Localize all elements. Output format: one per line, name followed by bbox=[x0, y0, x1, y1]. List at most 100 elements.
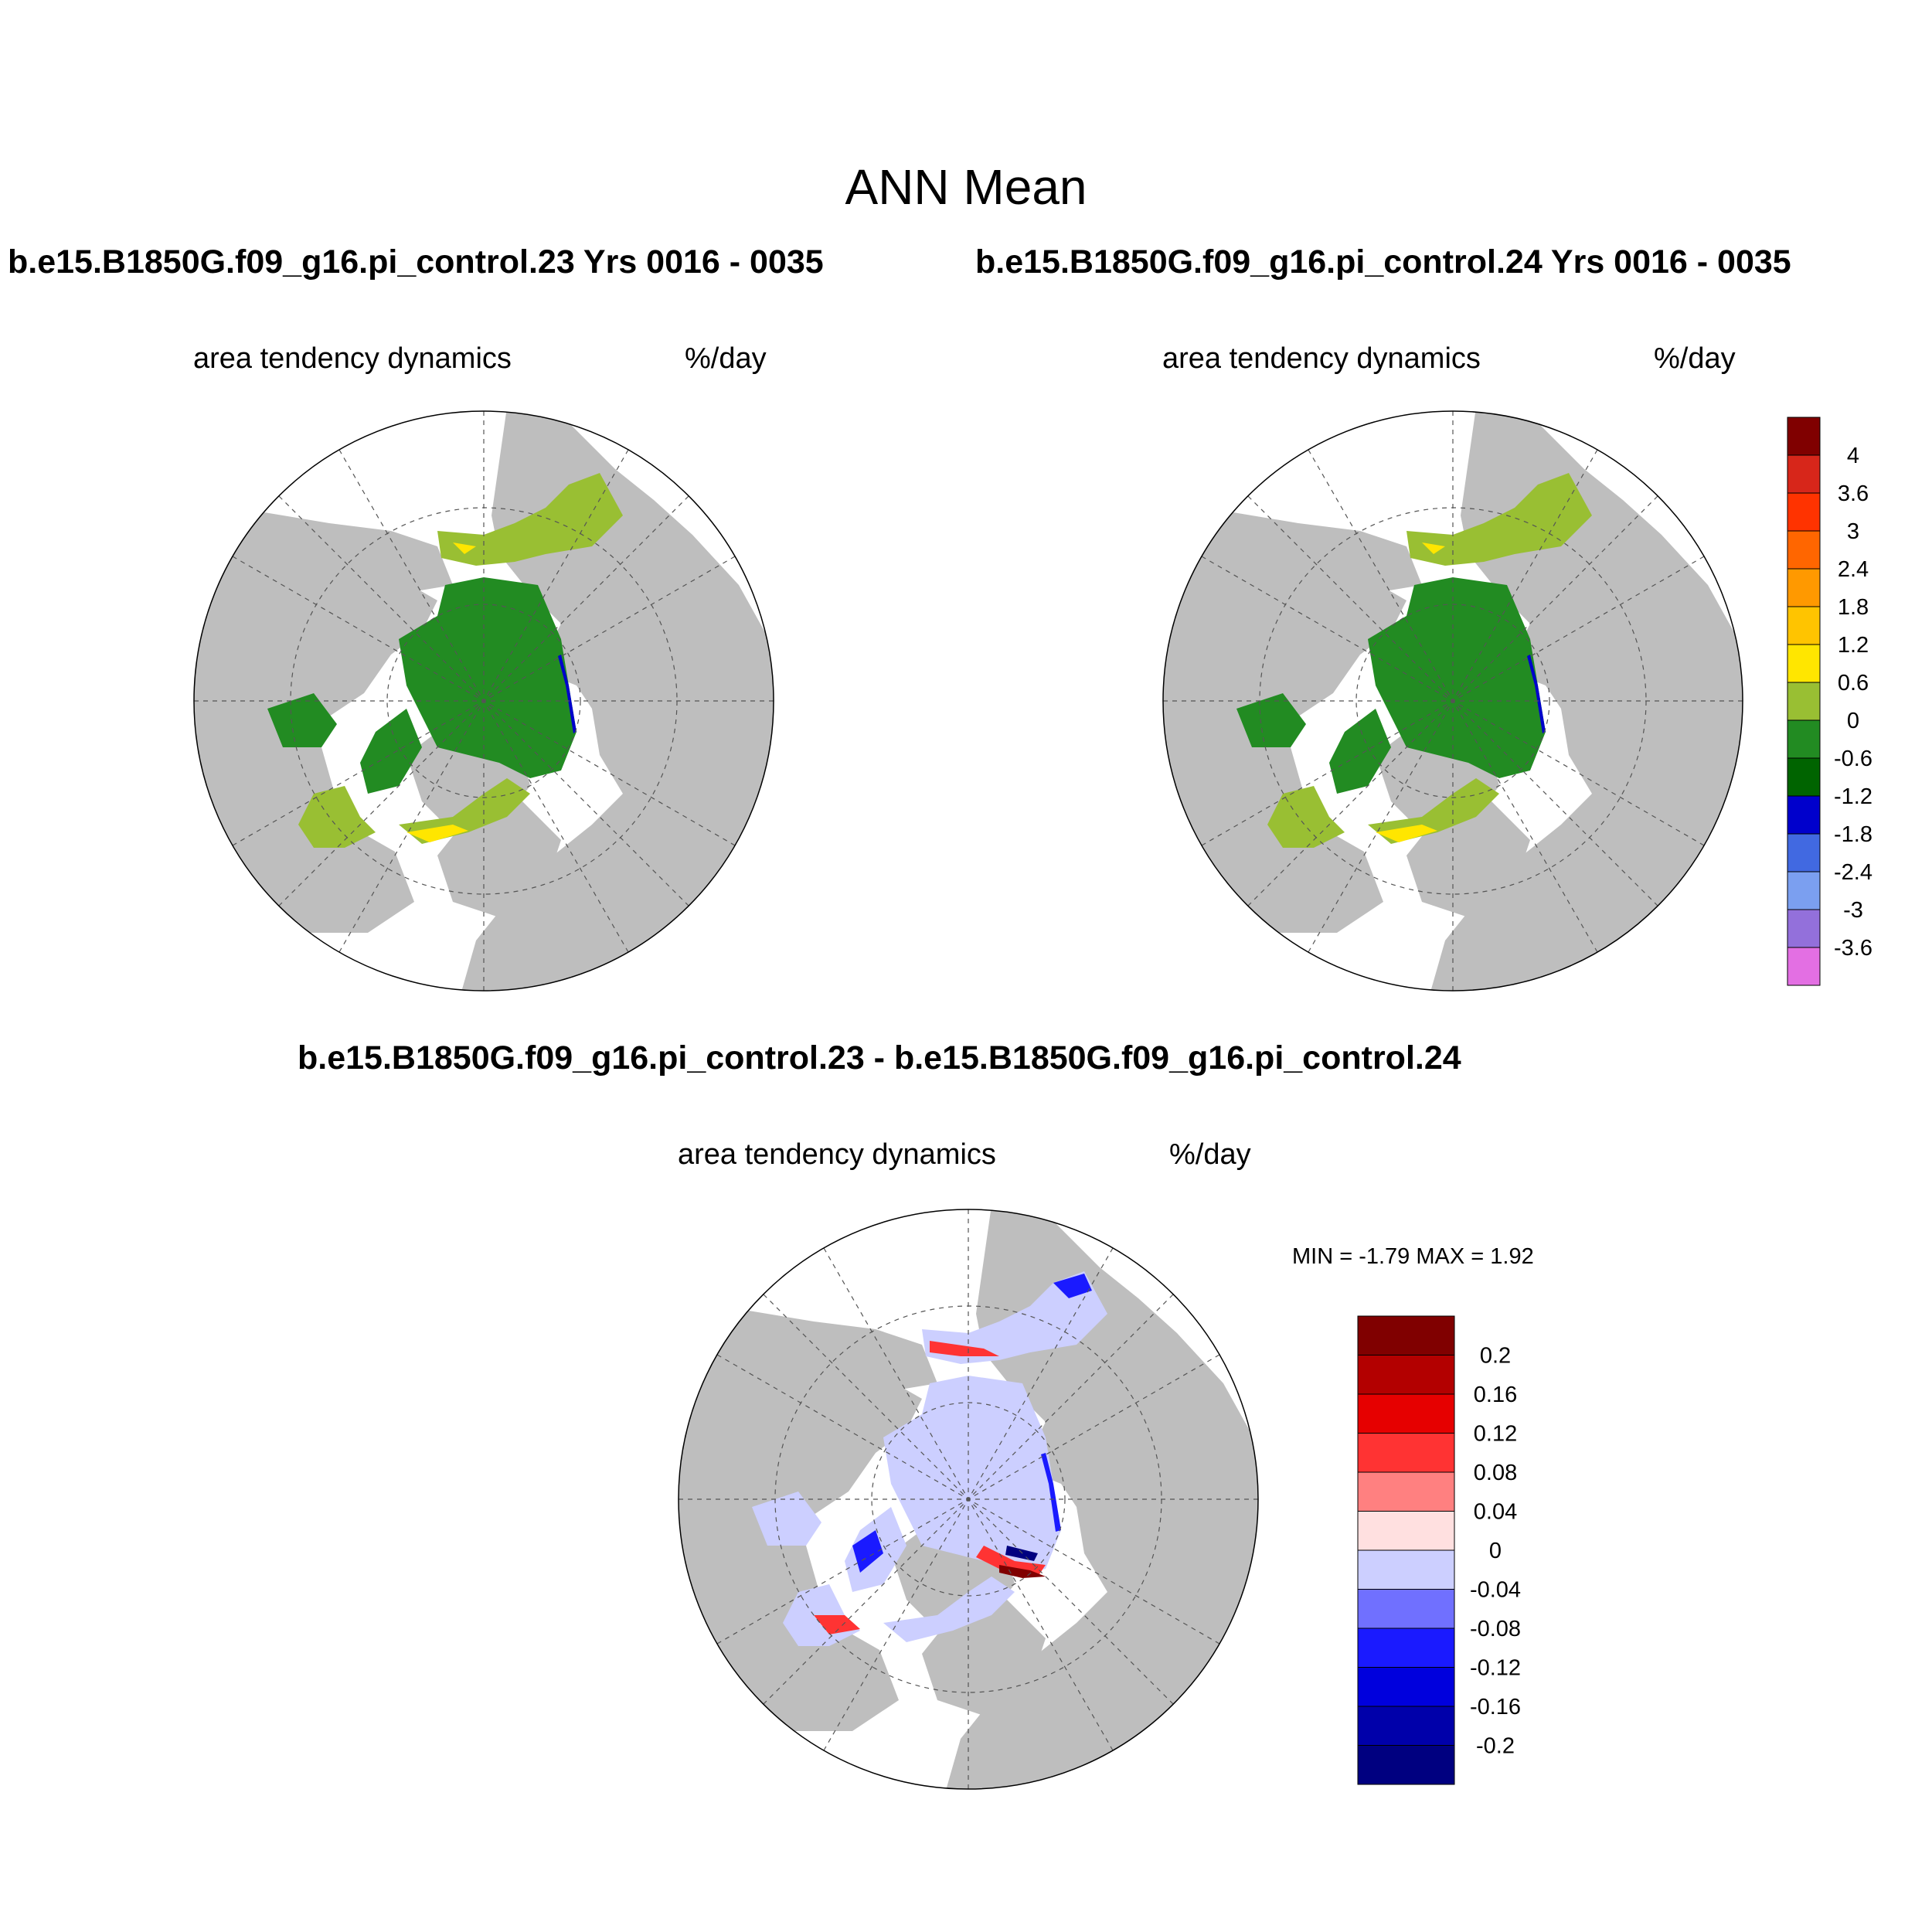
sea-ice-arctic-basin bbox=[399, 577, 577, 778]
land-alaska bbox=[194, 500, 453, 593]
colorbar-absolute-tick-label: 2.4 bbox=[1838, 557, 1869, 582]
panel-2-variable-label: area tendency dynamics bbox=[1162, 342, 1481, 375]
panel-3-variable-label: area tendency dynamics bbox=[678, 1138, 996, 1171]
diff-hudson bbox=[752, 1492, 821, 1546]
colorbar-difference-box-11 bbox=[1357, 1745, 1455, 1785]
colorbar-absolute-tick-label: 0 bbox=[1847, 709, 1859, 733]
colorbar-difference-box-9 bbox=[1357, 1667, 1455, 1707]
colorbar-absolute-box-3 bbox=[1787, 530, 1821, 570]
land-alaska bbox=[679, 1298, 937, 1391]
colorbar-difference-tick-label: 0.2 bbox=[1480, 1344, 1511, 1369]
sea-ice-high-band bbox=[406, 825, 468, 842]
sea-ice-baffin bbox=[1329, 709, 1391, 794]
panel-1-variable-label: area tendency dynamics bbox=[193, 342, 512, 375]
colorbar-absolute-box-0 bbox=[1787, 417, 1821, 456]
colorbar-difference-tick-label: -0.2 bbox=[1476, 1734, 1515, 1759]
ice-edge-negative bbox=[558, 655, 577, 733]
colorbar-difference-box-1 bbox=[1357, 1355, 1455, 1395]
colorbar-difference-box-2 bbox=[1357, 1393, 1455, 1434]
colorbar-absolute-box-6 bbox=[1787, 644, 1821, 683]
colorbar-absolute-box-1 bbox=[1787, 454, 1821, 494]
diff-arctic-basin bbox=[883, 1376, 1061, 1577]
sea-ice-hudson bbox=[1236, 693, 1306, 747]
diff-max-barents bbox=[999, 1565, 1046, 1578]
colorbar-absolute-box-10 bbox=[1787, 795, 1821, 835]
sea-ice-high-band-north bbox=[1422, 543, 1445, 554]
panel-1-map bbox=[193, 410, 774, 992]
sea-ice-labrador bbox=[1267, 786, 1345, 848]
colorbar-absolute-tick-label: 0.6 bbox=[1838, 671, 1869, 696]
main-title: ANN Mean bbox=[845, 159, 1087, 215]
colorbar-absolute-tick-label: -1.2 bbox=[1834, 784, 1872, 809]
map-border bbox=[1162, 410, 1743, 992]
colorbar-difference-box-4 bbox=[1357, 1471, 1455, 1512]
diff-negative-arctic-edge bbox=[1041, 1453, 1061, 1532]
colorbar-absolute-box-8 bbox=[1787, 719, 1821, 759]
sea-ice-greenland-sea bbox=[1368, 778, 1499, 844]
colorbar-absolute-box-9 bbox=[1787, 757, 1821, 797]
colorbar-absolute-box-4 bbox=[1787, 568, 1821, 607]
colorbar-absolute-box-12 bbox=[1787, 871, 1821, 910]
colorbar-difference-tick-label: -0.16 bbox=[1470, 1695, 1521, 1719]
colorbar-absolute-tick-label: -1.8 bbox=[1834, 822, 1872, 847]
colorbar-difference-tick-label: 0.12 bbox=[1474, 1422, 1517, 1447]
colorbar-absolute-tick-label: 3.6 bbox=[1838, 481, 1869, 506]
sea-ice-arctic-basin bbox=[1368, 577, 1546, 778]
graticule bbox=[194, 411, 774, 991]
colorbar-absolute-box-2 bbox=[1787, 492, 1821, 532]
colorbar-absolute-tick-label: 1.8 bbox=[1838, 595, 1869, 620]
diff-negative-baffin bbox=[852, 1530, 883, 1573]
sea-ice-baffin bbox=[360, 709, 422, 794]
panel-2-units-label: %/day bbox=[1654, 342, 1736, 375]
colorbar-difference-box-7 bbox=[1357, 1589, 1455, 1629]
colorbar-absolute-box-13 bbox=[1787, 909, 1821, 948]
map-border bbox=[193, 410, 774, 992]
colorbar-absolute-box-5 bbox=[1787, 606, 1821, 645]
sea-ice-hudson bbox=[267, 693, 337, 747]
graticule bbox=[679, 1209, 1258, 1789]
colorbar-difference-box-10 bbox=[1357, 1706, 1455, 1746]
colorbar-difference-box-6 bbox=[1357, 1549, 1455, 1590]
panel-3-map bbox=[678, 1209, 1259, 1790]
colorbar-absolute-tick-label: -3 bbox=[1843, 898, 1863, 923]
panel-3-minmax-label: MIN = -1.79 MAX = 1.92 bbox=[1292, 1244, 1534, 1269]
colorbar-absolute-tick-label: 1.2 bbox=[1838, 633, 1869, 658]
diff-positive-barents bbox=[976, 1546, 1046, 1577]
colorbar-difference-tick-label: -0.08 bbox=[1470, 1617, 1521, 1641]
sea-ice-greenland-sea bbox=[399, 778, 530, 844]
land-alaska bbox=[1163, 500, 1422, 593]
panel-1-case-title: b.e15.B1850G.f09_g16.pi_control.23 Yrs 0… bbox=[8, 243, 824, 281]
diff-min-greenland bbox=[1005, 1546, 1038, 1561]
panel-3-case-title: b.e15.B1850G.f09_g16.pi_control.23 - b.e… bbox=[298, 1039, 1461, 1077]
colorbar-absolute-box-14 bbox=[1787, 947, 1821, 986]
panel-1-units-label: %/day bbox=[685, 342, 767, 375]
colorbar-difference-tick-label: -0.12 bbox=[1470, 1656, 1521, 1681]
colorbar-difference-box-0 bbox=[1357, 1315, 1455, 1355]
panel-2-case-title: b.e15.B1850G.f09_g16.pi_control.24 Yrs 0… bbox=[975, 243, 1791, 281]
diff-negative-bering bbox=[1053, 1274, 1092, 1298]
sea-ice-high-band bbox=[1376, 825, 1437, 842]
colorbar-absolute-box-11 bbox=[1787, 833, 1821, 872]
colorbar-absolute: 4 3.6 3 2.4 1.8 1.2 0.6 0 -0.6 -1.2 -1.8 -2.4 -3 -3.6 bbox=[1787, 417, 1872, 986]
colorbar-difference-tick-label: 0 bbox=[1489, 1539, 1502, 1563]
diff-positive-bering bbox=[930, 1341, 999, 1356]
colorbar-difference-tick-label: 0.04 bbox=[1474, 1500, 1517, 1525]
colorbar-absolute-tick-label: 3 bbox=[1847, 519, 1859, 544]
map-border bbox=[678, 1209, 1259, 1790]
ice-edge-negative bbox=[1527, 655, 1546, 733]
sea-ice-labrador bbox=[298, 786, 376, 848]
panel-3-units-label: %/day bbox=[1169, 1138, 1251, 1171]
colorbar-difference-box-3 bbox=[1357, 1433, 1455, 1473]
diff-greenland-sea bbox=[883, 1577, 1015, 1642]
colorbar-difference-box-8 bbox=[1357, 1628, 1455, 1668]
sea-ice-high-band-north bbox=[453, 543, 476, 554]
colorbar-difference-tick-label: -0.04 bbox=[1470, 1578, 1521, 1603]
colorbar-difference-tick-label: 0.08 bbox=[1474, 1461, 1517, 1485]
colorbar-difference-box-5 bbox=[1357, 1511, 1455, 1551]
graticule bbox=[1163, 411, 1743, 991]
colorbar-absolute-tick-label: -2.4 bbox=[1834, 860, 1872, 885]
colorbar-absolute-tick-label: -0.6 bbox=[1834, 747, 1872, 771]
colorbar-difference-tick-label: 0.16 bbox=[1474, 1383, 1517, 1407]
colorbar-absolute-tick-label: -3.6 bbox=[1834, 936, 1872, 961]
